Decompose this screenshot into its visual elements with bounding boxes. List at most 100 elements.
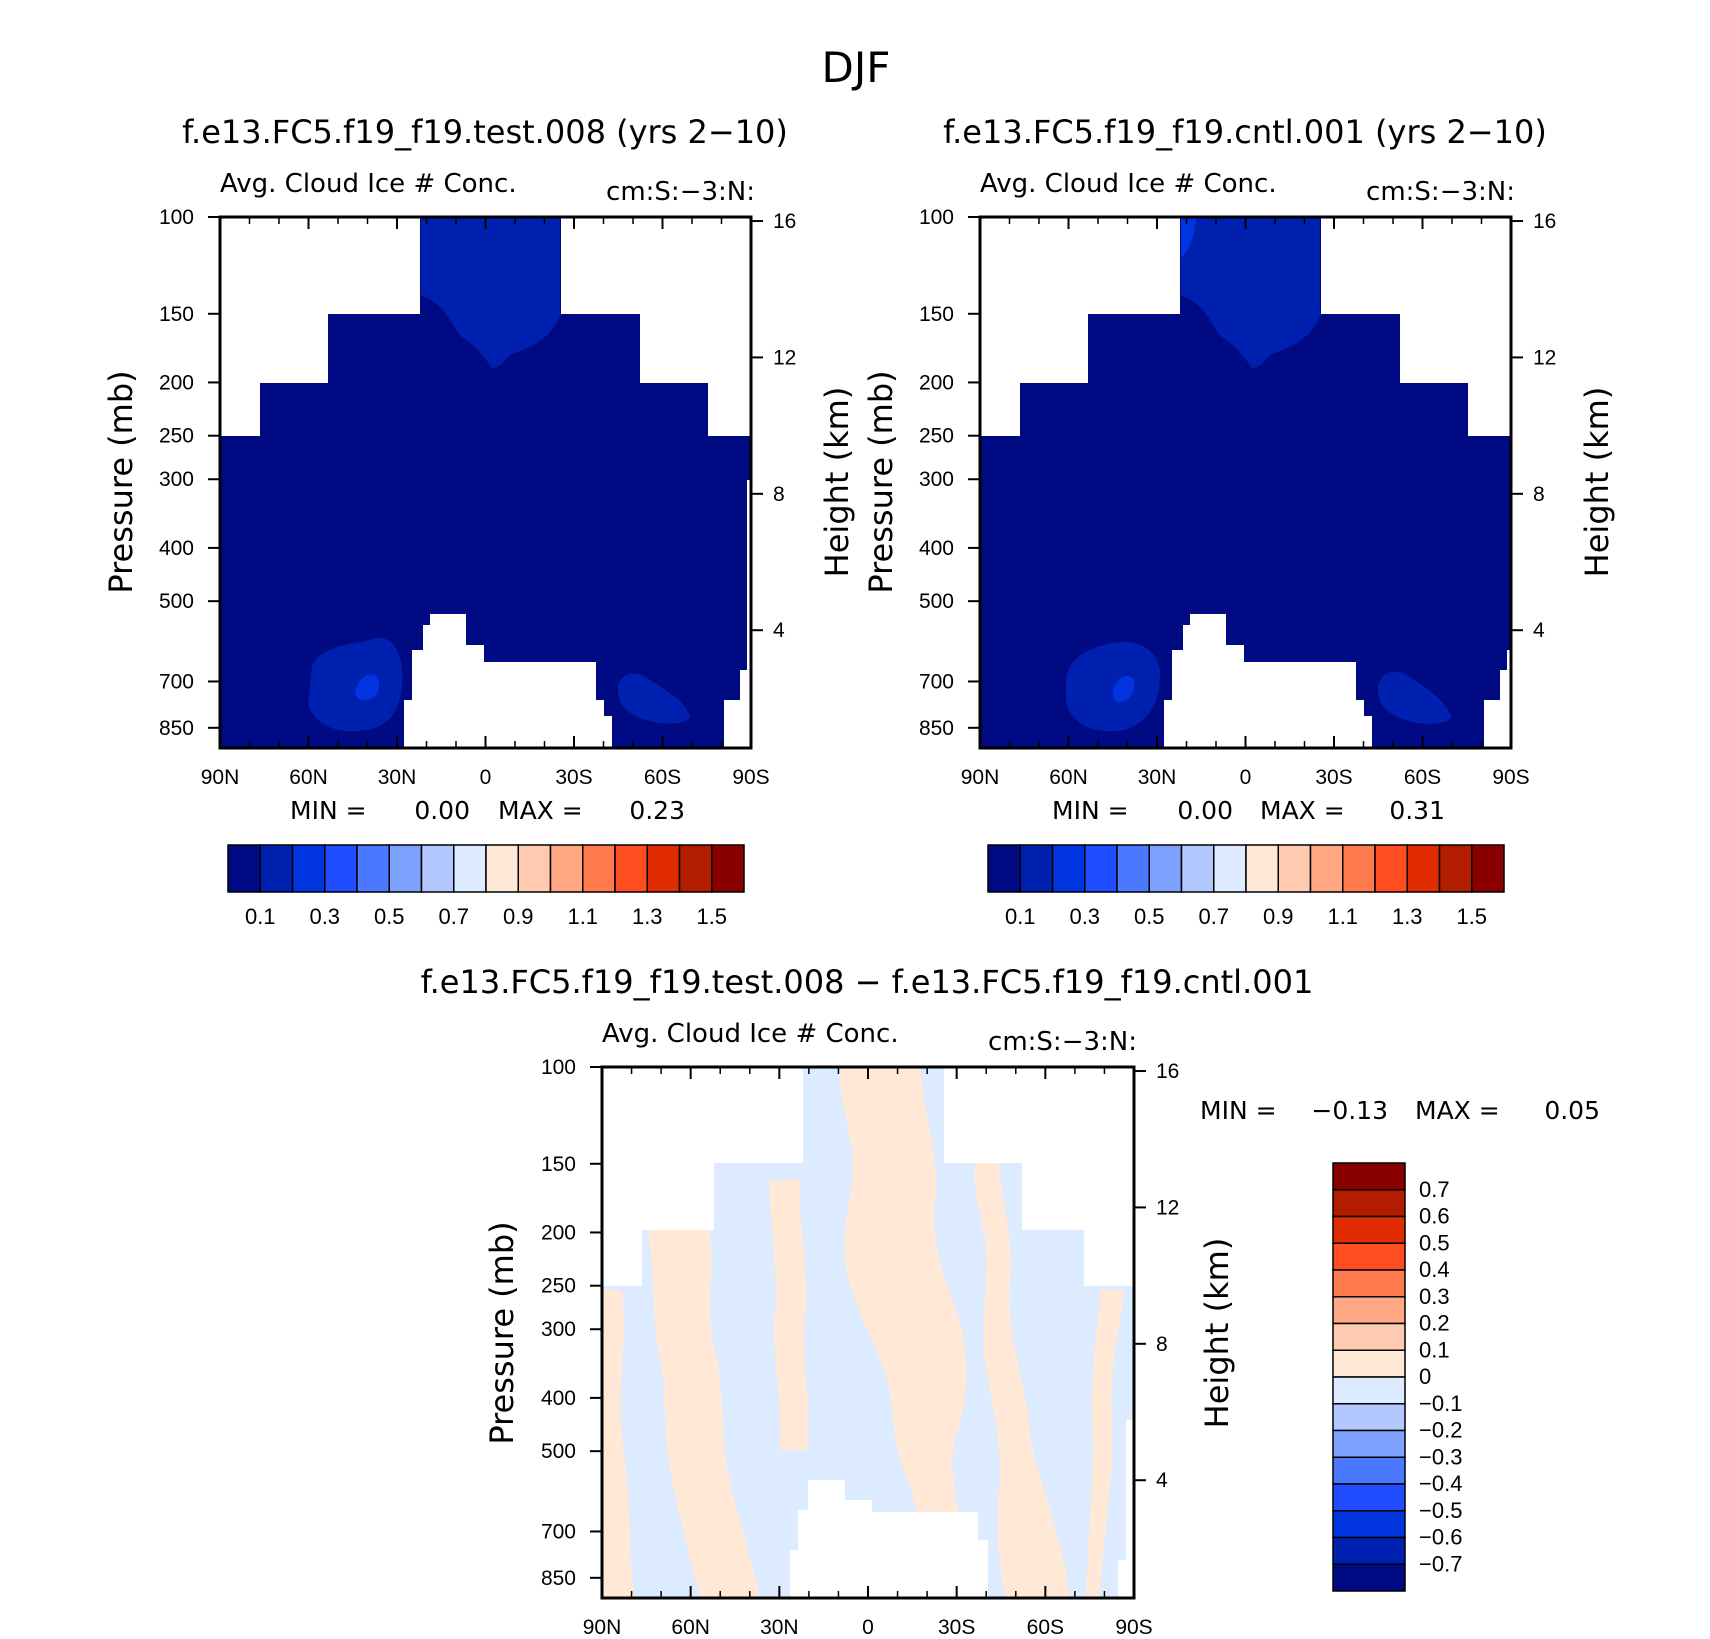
panel-cntl-min-label: MIN = <box>1052 796 1129 825</box>
colorbar-label: −0.5 <box>1419 1498 1462 1523</box>
y-tick-label: 700 <box>919 670 954 693</box>
panel-cntl-field-base <box>980 217 1511 748</box>
colorbar-label: −0.2 <box>1419 1418 1462 1443</box>
colorbar-label: 0.7 <box>438 904 469 929</box>
panel-test-min-value: 0.00 <box>414 796 470 825</box>
colorbar-label: 1.1 <box>1327 904 1358 929</box>
colorbar-box <box>1332 1322 1406 1351</box>
colorbar-box <box>1332 1429 1406 1458</box>
colorbar-label: −0.6 <box>1419 1525 1462 1550</box>
y2-tick-label: 16 <box>1156 1060 1179 1083</box>
colorbar-box <box>1471 844 1505 893</box>
colorbar-box <box>1116 844 1150 893</box>
colorbar-box <box>356 844 390 893</box>
panel-diff-max-label: MAX = <box>1415 1096 1500 1125</box>
panel-cntl-max-label: MAX = <box>1260 796 1345 825</box>
y2-tick-label: 12 <box>1533 346 1556 369</box>
panel-diff-right-string: cm:S:−3:N: <box>988 1027 1137 1057</box>
panel-test-right-string: cm:S:−3:N: <box>606 177 755 207</box>
y-tick-label: 400 <box>541 1387 576 1410</box>
colorbar-label: 0.1 <box>1005 904 1036 929</box>
panel-test-field <box>220 217 751 748</box>
panel-diff: f.e13.FC5.f19_f19.test.008 − f.e13.FC5.f… <box>421 963 1600 1639</box>
colorbar-label: 1.5 <box>1456 904 1487 929</box>
y-tick-label: 100 <box>159 206 194 229</box>
panel-diff-max-value: 0.05 <box>1544 1096 1600 1125</box>
y-tick-label: 150 <box>919 303 954 326</box>
colorbar-box <box>388 844 423 893</box>
panel-test-field-base <box>220 217 751 748</box>
colorbar-box <box>517 844 552 893</box>
panel-cntl-min-value: 0.00 <box>1177 796 1233 825</box>
panel-test-field-sh-midlat <box>618 673 690 724</box>
x-tick-label: 60N <box>1049 766 1088 789</box>
colorbar-box <box>1332 1349 1406 1378</box>
colorbar-box <box>1332 1483 1406 1512</box>
panel-cntl-max-value: 0.31 <box>1389 796 1445 825</box>
y-tick-label: 400 <box>159 537 194 560</box>
y-tick-label: 200 <box>919 371 954 394</box>
colorbar-box <box>1332 1189 1406 1218</box>
panel-test-max-value: 0.23 <box>629 796 685 825</box>
x-tick-label: 60N <box>289 766 328 789</box>
panel-test-field-nh-midlat-core <box>355 674 380 700</box>
y-tick-label: 400 <box>919 537 954 560</box>
panel-cntl-right-string: cm:S:−3:N: <box>1366 177 1515 207</box>
colorbar-box <box>1084 844 1118 893</box>
x-tick-label: 30N <box>760 1616 799 1639</box>
colorbar-box <box>987 844 1021 893</box>
colorbar-label: 0.9 <box>1263 904 1294 929</box>
colorbar-label: 0.4 <box>1419 1257 1450 1282</box>
colorbar-box <box>1332 1215 1406 1244</box>
colorbar-label: 0.7 <box>1419 1177 1450 1202</box>
y-tick-label: 850 <box>541 1567 576 1590</box>
colorbar-box <box>485 844 519 893</box>
colorbar-box <box>549 844 584 893</box>
x-tick-label: 90N <box>583 1616 622 1639</box>
panel-cntl-field-sh-polar-mask <box>1493 650 1511 748</box>
panel-test-y2label: Height (km) <box>818 387 856 578</box>
y-tick-label: 500 <box>541 1440 576 1463</box>
panel-diff-field-positive-mid <box>769 1180 809 1450</box>
colorbar-box <box>711 844 745 893</box>
colorbar-label: 0.3 <box>309 904 340 929</box>
panel-cntl-y2label: Height (km) <box>1578 387 1616 578</box>
panel-cntl-field-upper-core <box>1181 217 1196 258</box>
panel-test-colorbar: 0.1 0.3 0.5 0.7 0.9 1.1 1.3 1.5 <box>227 844 745 929</box>
x-tick-label: 90S <box>732 766 769 789</box>
colorbar-box <box>1342 844 1376 893</box>
panel-cntl-ylabel: Pressure (mb) <box>862 370 900 593</box>
colorbar-box <box>259 844 294 893</box>
colorbar-box <box>420 844 455 893</box>
colorbar-label: −0.1 <box>1419 1391 1462 1416</box>
colorbar-box <box>1406 844 1441 893</box>
y-tick-label: 500 <box>159 590 194 613</box>
panel-test-left-string: Avg. Cloud Ice # Conc. <box>220 169 517 199</box>
figure-title: DJF <box>822 43 891 92</box>
panel-diff-field-positive-west <box>648 1230 760 1598</box>
colorbar-box <box>1019 844 1054 893</box>
panel-diff-field-positive-nh-pole <box>602 1290 635 1598</box>
colorbar-box <box>227 844 261 893</box>
colorbar-box <box>1332 1376 1406 1405</box>
colorbar-box <box>453 844 487 893</box>
colorbar-label: 0.2 <box>1419 1311 1450 1336</box>
panel-diff-ylabel: Pressure (mb) <box>483 1221 521 1444</box>
colorbar-label: 0.6 <box>1419 1204 1450 1229</box>
colorbar-box <box>1332 1296 1406 1325</box>
panel-diff-colorbar: 0.70.60.50.40.30.20.10−0.1−0.2−0.3−0.4−0… <box>1332 1162 1462 1592</box>
colorbar-box <box>1180 844 1215 893</box>
y2-tick-label: 12 <box>1156 1196 1179 1219</box>
colorbar-box <box>582 844 616 893</box>
panel-diff-field <box>602 1067 1134 1598</box>
colorbar-label: −0.7 <box>1419 1551 1462 1576</box>
colorbar-box <box>678 844 713 893</box>
colorbar-box <box>1332 1536 1406 1565</box>
panel-cntl-field-sh-midlat <box>1378 671 1452 724</box>
panel-test-axes: 90N 60N 30N 0 30S 60S 90S 100 150 200 250 300 400 500… <box>159 206 796 789</box>
y2-tick-label: 12 <box>773 346 796 369</box>
colorbar-box <box>291 844 326 893</box>
colorbar-box <box>1332 1510 1406 1539</box>
colorbar-label: 0.5 <box>1134 904 1165 929</box>
x-tick-label: 90S <box>1492 766 1529 789</box>
